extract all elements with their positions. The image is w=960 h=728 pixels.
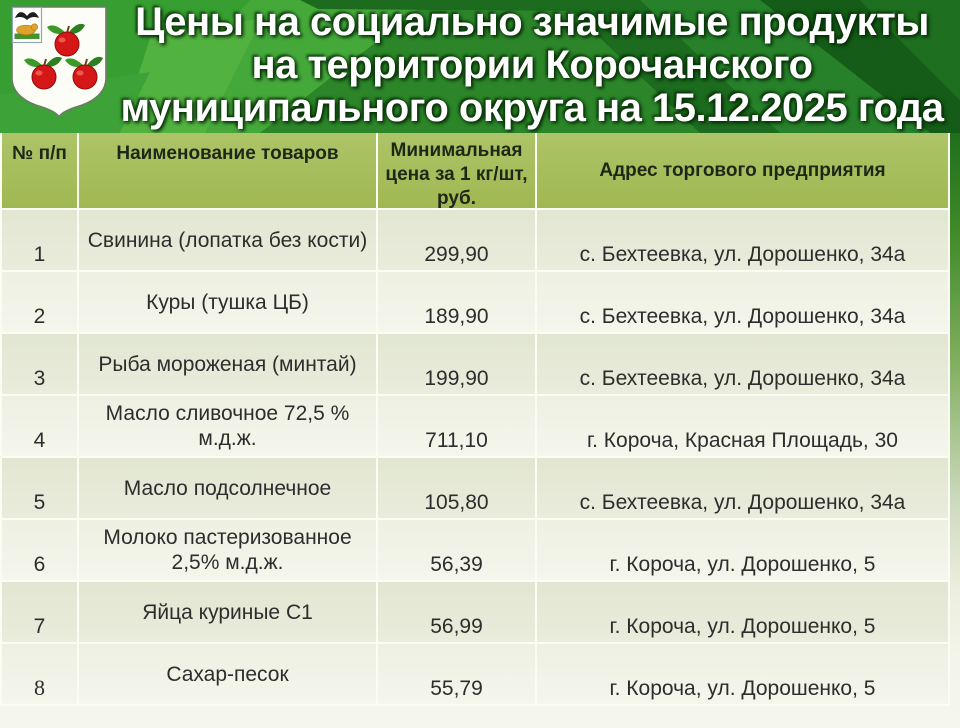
apple-icon (24, 56, 62, 90)
col-header-product: Наименование товаров (79, 133, 376, 208)
address-cell: с. Бехтеевка, ул. Дорошенко, 34а (537, 210, 948, 270)
row-number-cell: 1 (2, 210, 77, 270)
product-name-cell: Куры (тушка ЦБ) (79, 272, 376, 332)
apple-icon (65, 56, 103, 90)
product-name-cell: Свинина (лопатка без кости) (79, 210, 376, 270)
table-row: 7 Яйца куриные С1 56,99 г. Короча, ул. Д… (2, 582, 948, 642)
product-name-cell: Масло сливочное 72,5 % м.д.ж. (79, 396, 376, 456)
table-row: 5 Масло подсолнечное 105,80 с. Бехтеевка… (2, 458, 948, 518)
row-number-cell: 4 (2, 396, 77, 456)
price-header-line: цена за 1 кг/шт, (385, 164, 528, 185)
address-cell: с. Бехтеевка, ул. Дорошенко, 34а (537, 334, 948, 394)
col-header-price: Минимальная цена за 1 кг/шт, руб. (378, 133, 535, 209)
price-table: № п/п Наименование товаров Минимальная ц… (0, 133, 950, 706)
row-number-cell: 8 (2, 644, 77, 704)
row-number-cell: 7 (2, 582, 77, 642)
price-cell: 55,79 (378, 644, 535, 704)
address-cell: с. Бехтеевка, ул. Дорошенко, 34а (537, 272, 948, 332)
table-row: 1 Свинина (лопатка без кости) 299,90 с. … (2, 210, 948, 270)
address-cell: с. Бехтеевка, ул. Дорошенко, 34а (537, 458, 948, 518)
col-header-address: Адрес торгового предприятия (537, 133, 948, 208)
table-row: 2 Куры (тушка ЦБ) 189,90 с. Бехтеевка, у… (2, 272, 948, 332)
price-cell: 56,99 (378, 582, 535, 642)
table-row: 4 Масло сливочное 72,5 % м.д.ж. 711,10 г… (2, 396, 948, 456)
title-banner: Цены на социально значимые продукты на т… (0, 0, 960, 133)
product-name-cell: Рыба мороженая (минтай) (79, 334, 376, 394)
row-number-cell: 6 (2, 520, 77, 580)
price-header-line: Минимальная (390, 140, 523, 161)
green-polygon-background (0, 0, 960, 133)
address-cell: г. Короча, ул. Дорошенко, 5 (537, 582, 948, 642)
address-cell: г. Короча, ул. Дорошенко, 5 (537, 520, 948, 580)
price-cell: 199,90 (378, 334, 535, 394)
product-name-cell: Молоко пастеризованное 2,5% м.д.ж. (79, 520, 376, 580)
price-cell: 105,80 (378, 458, 535, 518)
table-row: 3 Рыба мороженая (минтай) 199,90 с. Бехт… (2, 334, 948, 394)
product-name-cell: Яйца куриные С1 (79, 582, 376, 642)
address-cell: г. Короча, ул. Дорошенко, 5 (537, 644, 948, 704)
table-row: 6 Молоко пастеризованное 2,5% м.д.ж. 56,… (2, 520, 948, 580)
page-title: Цены на социально значимые продукты на т… (106, 1, 958, 130)
table-header-row: № п/п Наименование товаров Минимальная ц… (2, 133, 948, 209)
title-line-1: Цены на социально значимые продукты (135, 0, 929, 44)
price-cell: 299,90 (378, 210, 535, 270)
row-number-cell: 2 (2, 272, 77, 332)
row-number-cell: 3 (2, 334, 77, 394)
price-cell: 56,39 (378, 520, 535, 580)
row-number-cell: 5 (2, 458, 77, 518)
apple-icon (47, 23, 85, 57)
title-line-3: муниципального округа на 15.12.2025 года (120, 86, 944, 130)
product-name-cell: Сахар-песок (79, 644, 376, 704)
price-header-line: руб. (437, 188, 476, 209)
address-cell: г. Короча, Красная Площадь, 30 (537, 396, 948, 456)
col-header-number: № п/п (2, 133, 77, 208)
product-name-cell: Масло подсолнечное (79, 458, 376, 518)
price-cell: 711,10 (378, 396, 535, 456)
price-cell: 189,90 (378, 272, 535, 332)
korocha-coat-of-arms-icon (11, 6, 107, 118)
title-line-2: на территории Корочанского (251, 43, 813, 87)
table-row: 8 Сахар-песок 55,79 г. Короча, ул. Дорош… (2, 644, 948, 704)
